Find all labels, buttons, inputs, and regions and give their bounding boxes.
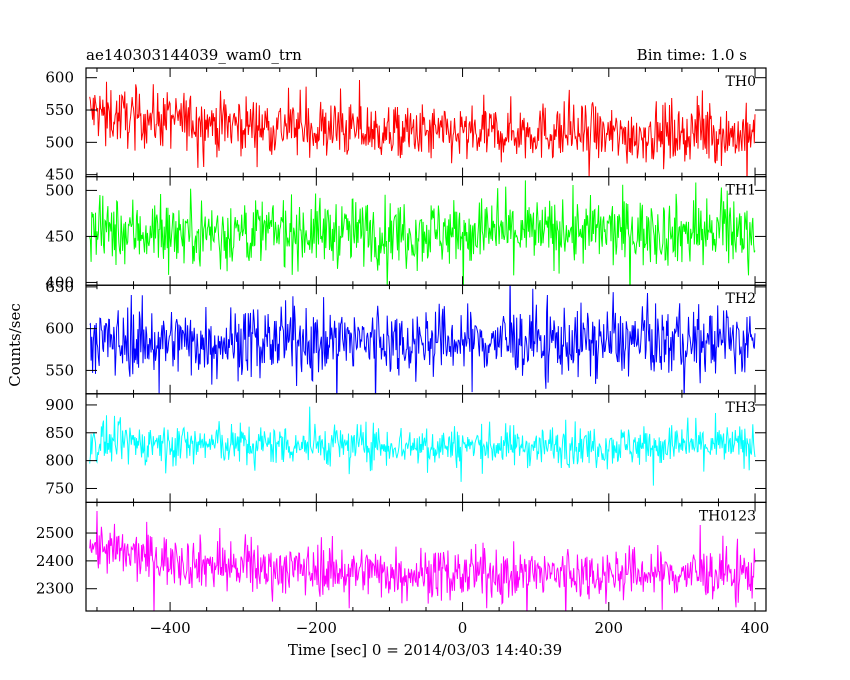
panel-label-th1: TH1 [726, 183, 756, 199]
y-tick-label: 900 [45, 396, 74, 414]
chart-title: ae140303144039_wam0_trn [86, 46, 302, 64]
series-th1-line [89, 180, 756, 286]
panel-label-th0: TH0 [726, 74, 756, 90]
y-tick-label: 450 [45, 166, 74, 184]
series-th2-line [89, 285, 756, 394]
y-tick-label: 450 [45, 227, 74, 245]
y-tick-label: 400 [45, 273, 74, 291]
x-tick-label: −400 [149, 619, 190, 637]
y-tick-label: 600 [45, 69, 74, 87]
panel-label-th0123: TH0123 [699, 508, 756, 524]
y-tick-label: 2500 [36, 524, 74, 542]
panel-frame-th0123 [85, 501, 767, 612]
x-axis-label: Time [sec] 0 = 2014/03/03 14:40:39 [288, 641, 562, 659]
y-tick-label: 500 [45, 181, 74, 199]
y-tick-label: 600 [45, 320, 74, 338]
series-th0123-line [89, 510, 756, 611]
panel-label-th2: TH2 [726, 291, 756, 307]
y-tick-label: 2400 [36, 552, 74, 570]
y-tick-label: 550 [45, 101, 74, 119]
bin-time-label: Bin time: 1.0 s [637, 46, 747, 64]
x-tick-label: 400 [741, 619, 770, 637]
y-tick-label: 750 [45, 479, 74, 497]
series-th3-line [89, 406, 756, 486]
series-th0-line [89, 79, 756, 177]
panel-label-th3: TH3 [726, 400, 756, 416]
y-tick-label: 800 [45, 452, 74, 470]
y-tick-label: 650 [45, 278, 74, 296]
y-tick-label: 550 [45, 361, 74, 379]
y-tick-label: 2300 [36, 580, 74, 598]
y-tick-label: 850 [45, 424, 74, 442]
x-tick-label: −200 [296, 619, 337, 637]
x-tick-label: 0 [458, 619, 468, 637]
x-tick-label: 200 [594, 619, 623, 637]
y-axis-label: Counts/sec [6, 303, 24, 387]
y-tick-label: 500 [45, 133, 74, 151]
